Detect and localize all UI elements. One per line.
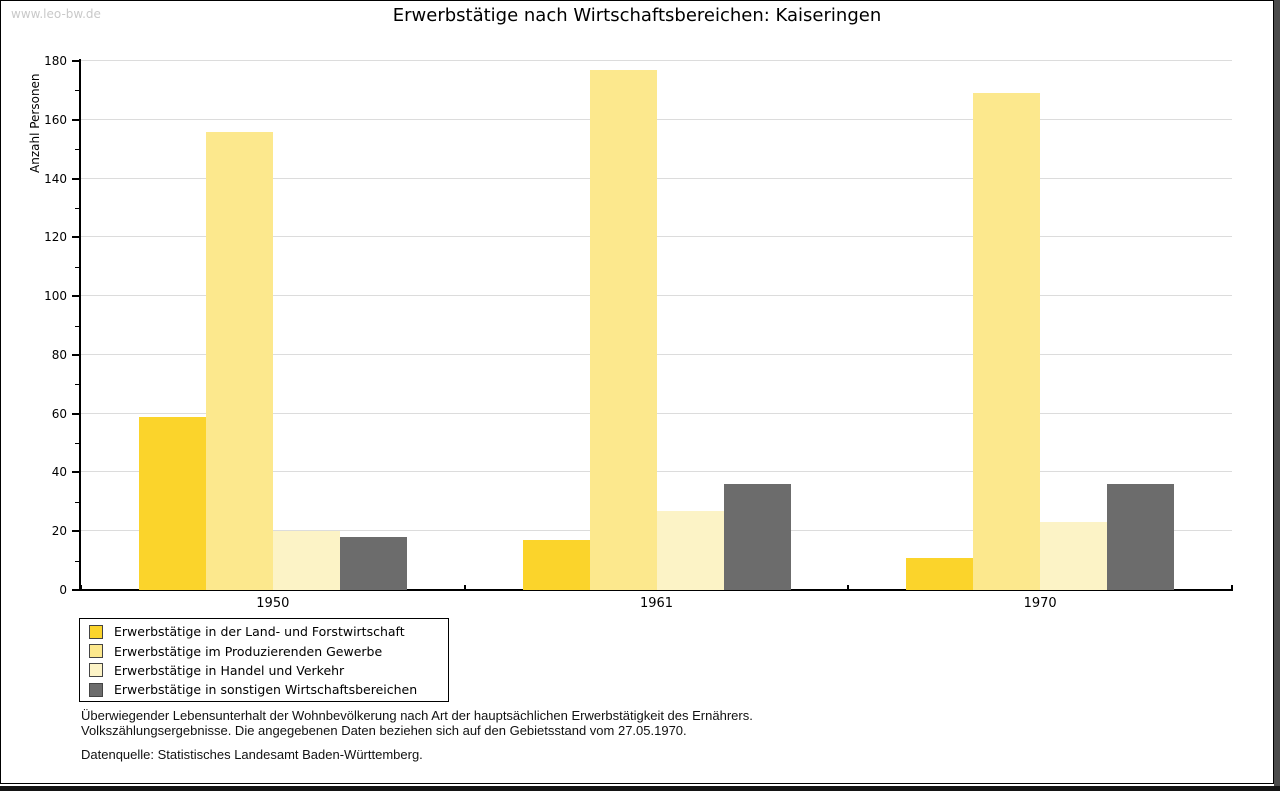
bar-1961-series-2: [590, 70, 657, 590]
y-minor-tick-150: [75, 149, 80, 150]
footnote-line-2: Volkszählungsergebnisse. Die angegebenen…: [81, 722, 687, 738]
legend: Erwerbstätige in der Land- und Forstwirt…: [79, 618, 449, 702]
shadow-right: [1274, 0, 1280, 791]
y-tick-0: [72, 589, 80, 591]
y-tick-120: [72, 236, 80, 238]
x-axis-line: [74, 589, 1233, 591]
footnotes: Überwiegender Lebensunterhalt der Wohnbe…: [81, 708, 753, 738]
y-minor-tick-10: [75, 561, 80, 562]
x-category-label-1970: 1970: [1023, 596, 1057, 611]
y-tick-label-40: 40: [51, 465, 67, 479]
footnote-line-1: Überwiegender Lebensunterhalt der Wohnbe…: [81, 708, 753, 723]
y-axis-line: [79, 59, 81, 591]
y-tick-label-100: 100: [44, 289, 67, 303]
y-tick-60: [72, 413, 80, 415]
shadow-bottom: [0, 786, 1280, 791]
legend-swatch-icon: [89, 682, 103, 697]
gridline-180: [81, 60, 1232, 61]
x-boundary-tick-2: [847, 585, 849, 589]
legend-label: Erwerbstätige in Handel und Verkehr: [114, 662, 345, 678]
y-tick-label-120: 120: [44, 230, 67, 244]
y-tick-180: [72, 60, 80, 62]
y-tick-label-140: 140: [44, 172, 67, 186]
x-category-label-1950: 1950: [256, 596, 290, 611]
y-tick-40: [72, 471, 80, 473]
y-minor-tick-110: [75, 267, 80, 268]
bar-1970-series-1: [906, 558, 973, 590]
legend-item-1: Erwerbstätige in der Land- und Forstwirt…: [80, 622, 448, 641]
y-tick-140: [72, 178, 80, 180]
x-boundary-tick-0: [80, 585, 82, 589]
y-minor-tick-70: [75, 384, 80, 385]
y-tick-label-20: 20: [51, 524, 67, 538]
bar-1950-series-2: [206, 132, 273, 590]
legend-label: Erwerbstätige in der Land- und Forstwirt…: [114, 624, 405, 640]
y-tick-20: [72, 530, 80, 532]
y-tick-label-160: 160: [44, 113, 67, 127]
y-minor-tick-170: [75, 90, 80, 91]
legend-item-3: Erwerbstätige in Handel und Verkehr: [80, 661, 448, 680]
legend-swatch-icon: [89, 624, 103, 639]
x-boundary-tick-1: [464, 585, 466, 589]
watermark: www.leo-bw.de: [11, 7, 101, 21]
y-tick-label-180: 180: [44, 54, 67, 68]
y-minor-tick-50: [75, 443, 80, 444]
bar-1970-series-3: [1040, 522, 1107, 590]
y-tick-80: [72, 354, 80, 356]
legend-label: Erwerbstätige im Produzierenden Gewerbe: [114, 643, 383, 659]
y-tick-160: [72, 119, 80, 121]
y-minor-tick-30: [75, 502, 80, 503]
x-boundary-tick-3: [1231, 585, 1233, 589]
legend-label: Erwerbstätige in sonstigen Wirtschaftsbe…: [114, 682, 418, 698]
source-note: Datenquelle: Statistisches Landesamt Bad…: [81, 747, 423, 762]
bar-1950-series-1: [139, 417, 206, 590]
bar-1950-series-3: [273, 531, 340, 590]
legend-swatch-icon: [89, 663, 103, 678]
bar-1961-series-4: [724, 484, 791, 590]
bar-1950-series-4: [340, 537, 407, 590]
y-tick-label-60: 60: [51, 407, 67, 421]
y-tick-label-0: 0: [59, 583, 67, 597]
bar-1961-series-3: [657, 511, 724, 590]
legend-item-2: Erwerbstätige im Produzierenden Gewerbe: [80, 641, 448, 660]
y-minor-tick-130: [75, 208, 80, 209]
bar-1970-series-4: [1107, 484, 1174, 590]
x-category-label-1961: 1961: [639, 596, 674, 611]
y-minor-tick-90: [75, 326, 80, 327]
y-tick-label-80: 80: [51, 348, 67, 362]
bar-1970-series-2: [973, 93, 1040, 590]
legend-item-4: Erwerbstätige in sonstigen Wirtschaftsbe…: [80, 680, 448, 699]
y-tick-100: [72, 295, 80, 297]
chart-title: Erwerbstätige nach Wirtschaftsbereichen:…: [392, 5, 882, 26]
bar-1961-series-1: [523, 540, 590, 590]
legend-swatch-icon: [89, 644, 103, 659]
